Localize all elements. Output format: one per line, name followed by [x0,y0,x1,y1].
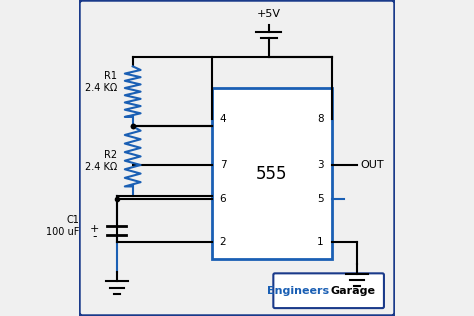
Text: R1
2.4 KΩ: R1 2.4 KΩ [85,71,117,93]
Text: 7: 7 [219,160,226,170]
Text: 4: 4 [219,114,226,124]
Text: -: - [92,230,97,244]
Text: Engineers: Engineers [266,286,328,296]
Text: +: + [90,224,100,234]
Text: 2: 2 [219,237,226,247]
Text: 8: 8 [317,114,324,124]
Text: 6: 6 [219,194,226,204]
Text: 3: 3 [317,160,324,170]
Text: R2
2.4 KΩ: R2 2.4 KΩ [85,150,117,172]
Text: OUT: OUT [360,160,384,170]
Text: 5: 5 [317,194,324,204]
Bar [212,88,332,259]
FancyBboxPatch shape [79,0,395,316]
Text: +5V: +5V [256,9,281,19]
Text: 1: 1 [317,237,324,247]
Text: C1
100 uF: C1 100 uF [46,215,79,237]
Text: 555: 555 [256,165,288,183]
Text: Garage: Garage [330,286,375,296]
FancyBboxPatch shape [273,273,384,308]
